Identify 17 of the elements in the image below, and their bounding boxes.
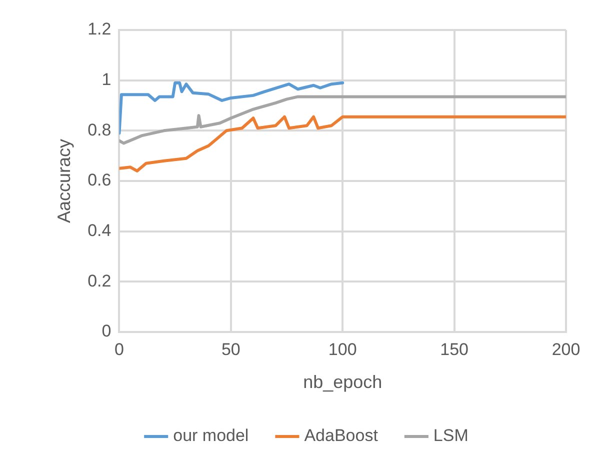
y-axis-title: Aaccuracy [54, 138, 74, 224]
legend-label: LSM [433, 426, 468, 446]
y-tick-label: 0 [102, 322, 112, 341]
x-tick-label: 0 [114, 340, 124, 359]
y-tick-label: 0.8 [88, 120, 112, 140]
x-tick-label: 150 [440, 340, 468, 359]
legend-label: AdaBoost [304, 426, 378, 446]
y-tick-label: 0.4 [88, 221, 112, 240]
y-tick-label: 0.6 [88, 170, 112, 190]
x-tick-label: 100 [328, 340, 357, 359]
x-tick-label: 50 [221, 340, 240, 359]
y-tick-label: 0.2 [88, 271, 112, 290]
legend-label: our model [173, 426, 249, 446]
x-axis-title: nb_epoch [303, 372, 382, 392]
y-tick-label: 1.2 [88, 20, 112, 39]
y-tick-label: 1 [102, 70, 112, 90]
x-tick-label: 200 [552, 340, 580, 359]
